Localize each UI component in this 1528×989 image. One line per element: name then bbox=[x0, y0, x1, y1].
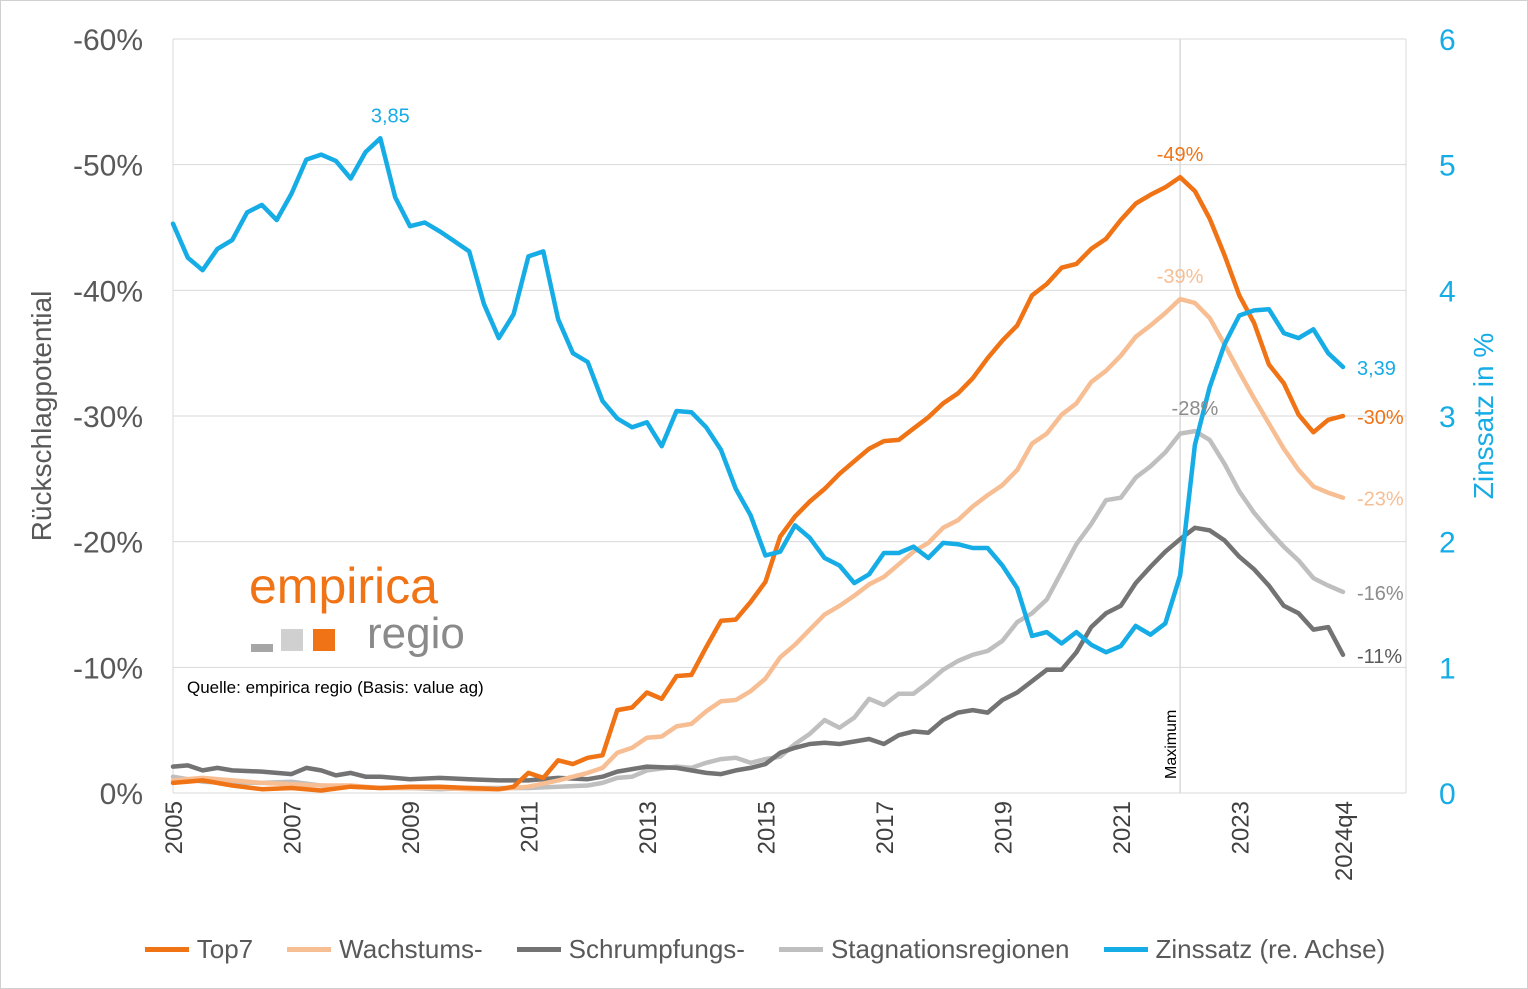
line-chart: -60% -50% -40% -30% -20% -10% 0% 6 5 4 3 2 1 0 Rücksch… bbox=[26, 24, 1499, 881]
x-tick-label: 2024q4 bbox=[1331, 801, 1358, 881]
x-tick-label: 2011 bbox=[516, 801, 543, 853]
peak-label: -39% bbox=[1157, 266, 1204, 288]
end-label: -23% bbox=[1357, 489, 1404, 511]
end-label: -16% bbox=[1357, 583, 1404, 605]
end-label: 3,39 bbox=[1357, 358, 1396, 380]
right-tick-label: 0 bbox=[1439, 778, 1456, 811]
peak-label: -28% bbox=[1172, 398, 1219, 420]
legend-swatch bbox=[287, 946, 332, 952]
right-tick-label: 5 bbox=[1439, 150, 1456, 183]
x-tick-label: 2013 bbox=[635, 801, 662, 854]
series-line bbox=[170, 136, 1346, 655]
legend-item: Wachstums- bbox=[287, 934, 483, 965]
left-tick-label: 0% bbox=[100, 778, 143, 811]
series-line bbox=[170, 174, 1346, 793]
legend-label: Top7 bbox=[196, 933, 254, 964]
x-tick-label: 2009 bbox=[398, 801, 425, 854]
axes: -60% -50% -40% -30% -20% -10% 0% 6 5 4 3 2 1 0 Rücksch… bbox=[26, 24, 1499, 881]
legend-item: Stagnationsregionen bbox=[778, 933, 1070, 965]
source-note: Quelle: empirica regio (Basis: value ag) bbox=[187, 678, 484, 697]
x-tick-label: 2015 bbox=[753, 801, 780, 854]
logo-square-icon bbox=[281, 629, 303, 651]
x-tick-label: 2019 bbox=[990, 801, 1017, 854]
legend-item: Top7 bbox=[144, 933, 254, 965]
legend-label: Stagnationsregionen bbox=[830, 933, 1070, 964]
data-labels: Maximum -30% -49% -23% -39% -11% -16% -28% 3,39 3… bbox=[371, 105, 1404, 779]
right-axis-title: Zinssatz in % bbox=[1468, 333, 1499, 500]
legend-item: Zinssatz (re. Achse) bbox=[1103, 933, 1386, 965]
maximum-label: Maximum bbox=[1163, 710, 1180, 779]
logo-word: empirica bbox=[249, 558, 438, 614]
right-tick-label: 2 bbox=[1439, 527, 1456, 560]
legend-label: Wachstums- bbox=[339, 933, 483, 964]
left-tick-label: -30% bbox=[73, 401, 143, 434]
left-tick-label: -50% bbox=[73, 150, 143, 183]
logo-square-icon bbox=[251, 644, 273, 652]
legend-label: Zinssatz (re. Achse) bbox=[1155, 933, 1386, 964]
logo-sub: regio bbox=[367, 609, 465, 658]
left-tick-label: -20% bbox=[73, 527, 143, 560]
legend-item: Schrumpfungs- bbox=[516, 933, 745, 965]
right-tick-label: 4 bbox=[1439, 275, 1456, 308]
legend-swatch bbox=[778, 946, 823, 952]
end-label: -11% bbox=[1357, 646, 1402, 668]
series-line bbox=[170, 525, 1346, 783]
peak-label: -49% bbox=[1157, 144, 1204, 166]
left-tick-label: -40% bbox=[73, 275, 143, 308]
left-tick-label: -60% bbox=[73, 24, 143, 57]
end-label: -30% bbox=[1357, 407, 1404, 429]
peak-label: 3,85 bbox=[371, 105, 410, 127]
left-tick-label: -10% bbox=[73, 652, 143, 685]
series-group bbox=[170, 136, 1346, 793]
x-tick-label: 2007 bbox=[279, 801, 306, 854]
logo-square-icon bbox=[313, 629, 335, 651]
legend-swatch bbox=[516, 946, 561, 952]
x-tick-label: 2023 bbox=[1227, 801, 1254, 854]
right-tick-label: 3 bbox=[1439, 401, 1456, 434]
left-axis-title: Rückschlagpotential bbox=[26, 291, 57, 542]
legend: Top7 Wachstums- Schrumpfungs- Stagnationsre… bbox=[1, 927, 1528, 971]
x-tick-label: 2005 bbox=[161, 801, 188, 854]
legend-label: Schrumpfungs- bbox=[568, 933, 745, 964]
right-tick-label: 1 bbox=[1439, 652, 1456, 685]
x-tick-label: 2017 bbox=[872, 801, 899, 854]
right-tick-label: 6 bbox=[1439, 24, 1456, 57]
legend-swatch bbox=[1103, 946, 1148, 952]
empirica-regio-logo: empirica regio bbox=[249, 561, 509, 661]
x-tick-label: 2021 bbox=[1109, 801, 1136, 854]
legend-swatch bbox=[144, 946, 189, 952]
